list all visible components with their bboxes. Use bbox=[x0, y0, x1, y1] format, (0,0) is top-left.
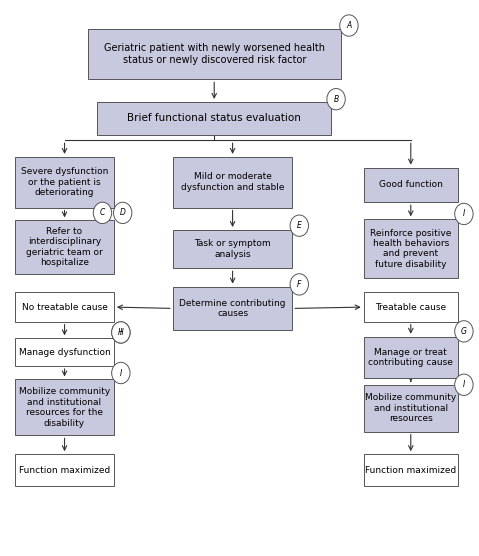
FancyBboxPatch shape bbox=[15, 454, 114, 486]
FancyBboxPatch shape bbox=[364, 385, 458, 431]
Circle shape bbox=[340, 15, 358, 36]
Text: I: I bbox=[120, 369, 122, 378]
FancyBboxPatch shape bbox=[88, 29, 341, 80]
Text: G: G bbox=[461, 327, 467, 336]
Text: H: H bbox=[118, 328, 124, 337]
Text: E: E bbox=[297, 221, 302, 230]
Text: Function maximized: Function maximized bbox=[19, 466, 110, 475]
Text: A: A bbox=[346, 21, 352, 30]
FancyBboxPatch shape bbox=[364, 167, 458, 202]
Text: Mild or moderate
dysfunction and stable: Mild or moderate dysfunction and stable bbox=[181, 172, 285, 192]
FancyBboxPatch shape bbox=[15, 220, 114, 274]
Circle shape bbox=[327, 88, 345, 110]
Text: Geriatric patient with newly worsened health
status or newly discovered risk fac: Geriatric patient with newly worsened he… bbox=[104, 43, 325, 65]
FancyBboxPatch shape bbox=[364, 337, 458, 378]
Text: Good function: Good function bbox=[379, 180, 443, 190]
Circle shape bbox=[93, 202, 112, 224]
FancyBboxPatch shape bbox=[364, 454, 458, 486]
Text: C: C bbox=[100, 208, 105, 217]
Text: Brief functional status evaluation: Brief functional status evaluation bbox=[127, 113, 301, 123]
Text: Refer to
interdisciplinary
geriatric team or
hospitalize: Refer to interdisciplinary geriatric tea… bbox=[26, 227, 103, 267]
Text: I: I bbox=[463, 380, 465, 389]
Circle shape bbox=[112, 322, 130, 343]
Text: I: I bbox=[120, 328, 122, 337]
Circle shape bbox=[112, 363, 130, 384]
Circle shape bbox=[114, 202, 132, 224]
Text: I: I bbox=[463, 210, 465, 219]
Text: F: F bbox=[297, 280, 301, 289]
FancyBboxPatch shape bbox=[364, 292, 458, 322]
Text: Mobilize community
and institutional
resources for the
disability: Mobilize community and institutional res… bbox=[19, 388, 110, 428]
FancyBboxPatch shape bbox=[15, 379, 114, 435]
Text: Manage or treat
contributing cause: Manage or treat contributing cause bbox=[368, 348, 453, 367]
Text: Treatable cause: Treatable cause bbox=[375, 302, 446, 311]
Text: Determine contributing
causes: Determine contributing causes bbox=[179, 299, 286, 318]
Text: Function maximized: Function maximized bbox=[365, 466, 456, 475]
Circle shape bbox=[455, 321, 473, 342]
FancyBboxPatch shape bbox=[97, 102, 331, 135]
FancyBboxPatch shape bbox=[364, 219, 458, 278]
Text: Severe dysfunction
or the patient is
deteriorating: Severe dysfunction or the patient is det… bbox=[21, 167, 108, 197]
FancyBboxPatch shape bbox=[15, 292, 114, 322]
FancyBboxPatch shape bbox=[173, 157, 292, 207]
Text: Reinforce positive
health behaviors
and prevent
future disability: Reinforce positive health behaviors and … bbox=[370, 229, 452, 269]
Circle shape bbox=[455, 203, 473, 225]
Text: Task or symptom
analysis: Task or symptom analysis bbox=[194, 240, 271, 259]
Text: D: D bbox=[120, 208, 125, 217]
Text: Mobilize community
and institutional
resources: Mobilize community and institutional res… bbox=[365, 393, 456, 423]
Text: Manage dysfunction: Manage dysfunction bbox=[19, 348, 110, 357]
FancyBboxPatch shape bbox=[173, 286, 292, 330]
FancyBboxPatch shape bbox=[173, 230, 292, 269]
Circle shape bbox=[290, 215, 308, 236]
FancyBboxPatch shape bbox=[15, 338, 114, 366]
Text: No treatable cause: No treatable cause bbox=[22, 302, 107, 311]
FancyBboxPatch shape bbox=[15, 157, 114, 207]
Circle shape bbox=[290, 274, 308, 295]
Text: B: B bbox=[333, 95, 339, 103]
Circle shape bbox=[455, 374, 473, 395]
Circle shape bbox=[112, 322, 130, 343]
